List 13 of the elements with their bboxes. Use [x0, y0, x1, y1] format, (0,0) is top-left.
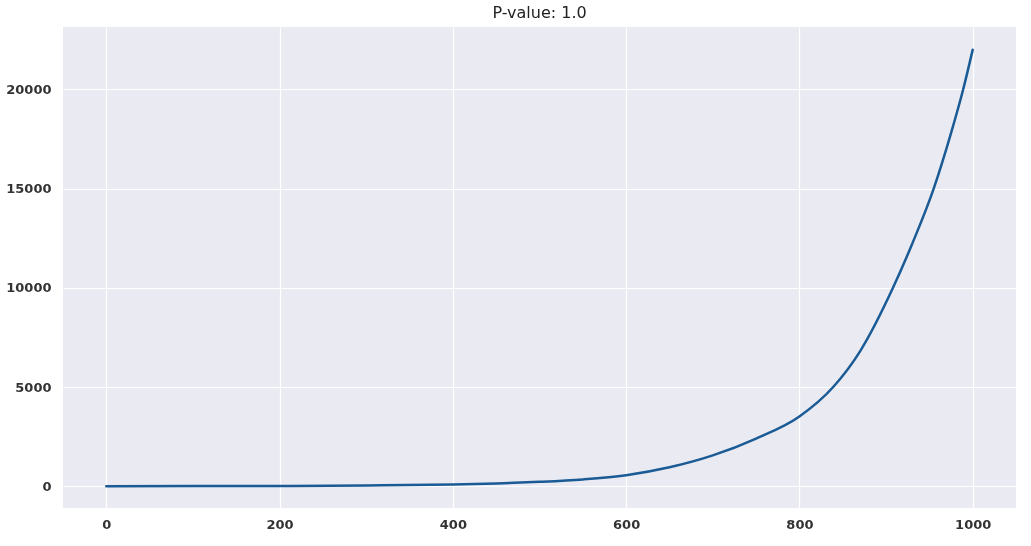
x-tick-label: 400: [439, 516, 467, 532]
y-tick-label: 20000: [6, 81, 52, 97]
x-tick-label: 600: [613, 516, 641, 532]
x-tick-label: 800: [786, 516, 814, 532]
x-tick-label: 200: [266, 516, 294, 532]
x-tick-label: 0: [102, 516, 112, 532]
y-tick-label: 15000: [6, 181, 52, 197]
y-tick-label: 0: [42, 478, 52, 494]
y-tick-label: 5000: [15, 379, 52, 395]
chart-title: P-value: 1.0: [492, 3, 587, 22]
x-tick-label: 1000: [955, 516, 992, 532]
y-tick-label: 10000: [6, 280, 52, 296]
line-series: [105, 48, 974, 488]
